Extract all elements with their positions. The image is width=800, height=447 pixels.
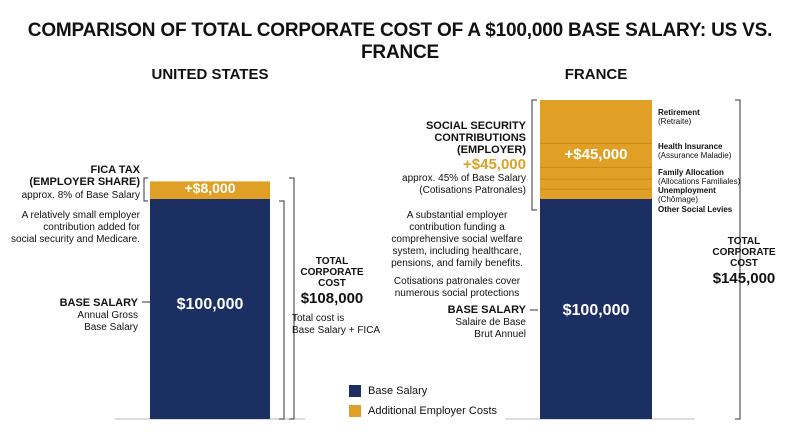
breakdown-other-title: Other Social Levies: [658, 205, 733, 214]
france-ss-value: +$45,000: [463, 156, 526, 173]
us-add-value-label: +$8,000: [184, 180, 236, 196]
france-ss-sub-1: approx. 45% of Base Salary: [402, 173, 526, 184]
us-total-desc: Total cost is Base Salary + FICA: [292, 313, 392, 337]
france-add-value-label: +$45,000: [564, 146, 628, 163]
legend-item-additional: Additional Employer Costs: [349, 403, 497, 419]
france-base-value-label: $100,000: [562, 302, 630, 319]
us-total-desc-1: Total cost is: [292, 313, 345, 324]
france-ss-title-1: SOCIAL SECURITY: [425, 120, 526, 132]
breakdown-unemployment-sub: (Chômage): [658, 195, 699, 204]
breakdown-health: Health Insurance (Assurance Maladie): [658, 142, 768, 160]
us-base-value-label: $100,000: [176, 296, 244, 313]
france-ss-title-3: (EMPLOYER): [456, 144, 526, 156]
us-fica-bracket: [143, 177, 148, 202]
france-ss-desc-2: contribution funding a: [409, 222, 505, 233]
france-ss-sub-2: (Cotisations Patronales): [419, 185, 526, 196]
france-total-bracket: [735, 99, 741, 420]
france-ss-bracket: [531, 99, 537, 211]
breakdown-retirement-sub: (Retraite): [658, 117, 692, 126]
france-total-title-3: COST: [730, 258, 758, 269]
us-header: UNITED STATES: [151, 66, 269, 83]
breakdown-unemployment: Unemployment (Chômage): [658, 186, 768, 204]
france-bar-additional: [540, 100, 652, 199]
breakdown-health-title: Health Insurance: [658, 142, 723, 151]
legend-swatch-additional: [349, 405, 361, 417]
france-ss-desc: A substantial employer contribution fund…: [384, 210, 530, 300]
us-fica-desc-2: contribution added for: [43, 222, 140, 233]
breakdown-health-sub: (Assurance Maladie): [658, 151, 732, 160]
us-bar-additional: [150, 181, 270, 199]
us-total-bracket: [289, 177, 295, 420]
france-base-sub-2: Brut Annuel: [474, 329, 526, 340]
france-ss-title-2: CONTRIBUTIONS: [434, 132, 526, 144]
us-base-bracket: [279, 200, 285, 420]
us-total-title-3: COST: [318, 278, 346, 289]
legend-label-base: Base Salary: [368, 385, 428, 397]
france-base-sub-1: Salaire de Base: [455, 317, 526, 328]
france-total-annotation: TOTAL CORPORATE COST $145,000: [700, 236, 788, 288]
us-fica-title-2: (EMPLOYER SHARE): [29, 176, 140, 188]
france-bar-base: [540, 199, 652, 419]
breakdown-other: Other Social Levies: [658, 205, 768, 214]
legend-label-additional: Additional Employer Costs: [368, 405, 498, 417]
us-total-desc-2: Base Salary + FICA: [292, 325, 381, 336]
france-total-title-1: TOTAL: [727, 236, 761, 247]
us-fica-desc-3: social security and Medicare.: [11, 234, 140, 245]
us-fica-title-1: FICA TAX: [90, 164, 141, 176]
breakdown-retirement-title: Retirement: [658, 108, 700, 117]
legend-item-base: Base Salary: [349, 383, 497, 399]
breakdown-family-sub: (Allocations Familiales): [658, 177, 741, 186]
us-bar-base: [150, 199, 270, 419]
france-base-annotation: BASE SALARY Salaire de Base Brut Annuel: [386, 304, 526, 341]
us-fica-sub: approx. 8% of Base Salary: [21, 190, 140, 201]
us-base-sub-2: Base Salary: [84, 322, 138, 333]
france-total-value: $145,000: [712, 270, 776, 287]
us-base-title: BASE SALARY: [59, 297, 138, 309]
france-ss-desc2-1: Cotisations patronales cover: [393, 276, 521, 287]
us-total-value: $108,000: [300, 290, 364, 307]
france-header: FRANCE: [564, 66, 628, 83]
legend: Base Salary Additional Employer Costs: [349, 383, 497, 419]
us-fica-desc-1: A relatively small employer: [21, 210, 140, 221]
us-total-title-2: CORPORATE: [300, 267, 364, 278]
us-fica-annotation: FICA TAX (EMPLOYER SHARE) approx. 8% of …: [0, 164, 140, 246]
breakdown-family: Family Allocation (Allocations Familiale…: [658, 168, 768, 186]
page-title: COMPARISON OF TOTAL CORPORATE COST OF A …: [27, 20, 773, 63]
france-ss-desc2-2: numerous social protections: [394, 288, 520, 299]
breakdown-retirement: Retirement (Retraite): [658, 108, 768, 126]
legend-swatch-base: [349, 385, 361, 397]
france-ss-desc-4: system, including healthcare,: [392, 246, 522, 257]
breakdown-unemployment-title: Unemployment: [658, 186, 716, 195]
france-ss-annotation: SOCIAL SECURITY CONTRIBUTIONS (EMPLOYER)…: [380, 120, 526, 197]
france-ss-desc-3: comprehensive social welfare: [391, 234, 523, 245]
france-ss-desc-1: A substantial employer: [406, 210, 508, 221]
breakdown-family-title: Family Allocation: [658, 168, 724, 177]
france-total-title-2: CORPORATE: [712, 247, 776, 258]
france-ss-desc-5: pensions, and family benefits.: [391, 258, 523, 269]
us-base-annotation: BASE SALARY Annual Gross Base Salary: [0, 297, 138, 334]
us-base-sub-1: Annual Gross: [77, 310, 138, 321]
france-base-title: BASE SALARY: [447, 304, 526, 316]
us-total-annotation: TOTAL CORPORATE COST $108,000: [286, 256, 378, 308]
us-total-title-1: TOTAL: [315, 256, 349, 267]
